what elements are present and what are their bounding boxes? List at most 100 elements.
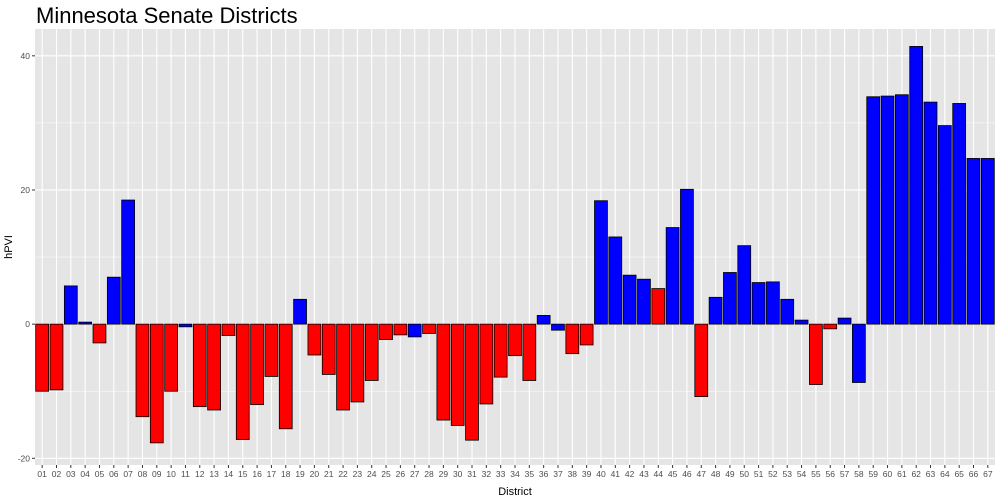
x-tick-label: 64 [940, 469, 950, 479]
bar-district-08 [135, 323, 150, 418]
x-tick-label: 34 [510, 469, 520, 479]
bar-district-27 [407, 323, 422, 338]
bar-district-47 [694, 323, 709, 397]
bar-district-15 [235, 323, 250, 440]
bar-district-66 [966, 158, 981, 325]
x-tick-label: 47 [697, 469, 707, 479]
bar-district-60 [880, 95, 895, 325]
bar-district-67 [980, 158, 995, 325]
y-tick-label: 40 [21, 51, 31, 61]
x-tick-label: 37 [553, 469, 563, 479]
x-tick-label: 65 [954, 469, 964, 479]
bar-district-04 [78, 321, 92, 325]
x-tick-label: 43 [639, 469, 649, 479]
bar-district-59 [866, 96, 881, 325]
bar-district-13 [207, 323, 221, 411]
bar-district-17 [264, 323, 279, 377]
x-tick-label: 16 [252, 469, 262, 479]
bar-district-34 [508, 323, 522, 357]
bar-district-63 [923, 101, 938, 325]
x-tick-label: 01 [37, 469, 47, 479]
bar-district-38 [565, 323, 580, 355]
x-tick-label: 09 [152, 469, 162, 479]
x-tick-label: 24 [367, 469, 377, 479]
x-tick-label: 13 [209, 469, 219, 479]
bar-district-55 [809, 323, 823, 385]
x-tick-label: 29 [439, 469, 449, 479]
bar-district-18 [278, 323, 293, 430]
bar-district-62 [909, 46, 924, 325]
bar-district-53 [780, 298, 795, 325]
bar-district-58 [852, 323, 866, 383]
x-tick-label: 58 [854, 469, 864, 479]
y-tick-label: -20 [18, 453, 31, 463]
y-tick-label: 20 [21, 185, 31, 195]
x-tick-label: 18 [281, 469, 291, 479]
x-tick-label: 17 [267, 469, 277, 479]
x-tick-label: 36 [539, 469, 549, 479]
x-tick-label: 07 [123, 469, 133, 479]
bar-district-40 [594, 200, 608, 325]
bar-district-29 [436, 323, 451, 421]
bar-district-51 [751, 282, 766, 325]
bar-district-05 [92, 323, 107, 344]
bar-district-26 [393, 323, 408, 336]
x-tick-label: 52 [768, 469, 778, 479]
bar-district-01 [35, 323, 50, 392]
x-tick-label: 40 [596, 469, 606, 479]
bar-district-54 [794, 319, 809, 325]
bar-district-45 [665, 227, 680, 325]
x-tick-label: 20 [310, 469, 320, 479]
x-tick-label: 45 [668, 469, 678, 479]
bar-district-21 [321, 323, 336, 375]
x-tick-label: 60 [883, 469, 893, 479]
x-tick-label: 03 [66, 469, 76, 479]
x-tick-label: 10 [166, 469, 176, 479]
x-tick-label: 61 [897, 469, 907, 479]
bar-district-33 [493, 323, 508, 378]
x-tick-label: 23 [353, 469, 363, 479]
x-tick-label: 11 [181, 469, 190, 479]
x-tick-label: 21 [324, 469, 334, 479]
x-tick-label: 14 [224, 469, 234, 479]
bar-district-39 [579, 323, 594, 346]
x-tick-label: 41 [611, 469, 621, 479]
bar-district-49 [723, 272, 737, 325]
x-tick-label: 30 [453, 469, 463, 479]
x-tick-label: 28 [424, 469, 434, 479]
x-tick-label: 51 [754, 469, 764, 479]
bar-district-65 [952, 103, 967, 325]
chart-title: Minnesota Senate Districts [36, 3, 298, 28]
x-tick-label: 12 [195, 469, 205, 479]
y-axis-label: hPVI [3, 235, 15, 259]
bar-district-22 [336, 323, 350, 411]
bar-district-57 [837, 317, 852, 325]
bar-district-03 [63, 285, 78, 325]
bar-district-64 [938, 125, 952, 325]
x-tick-label: 57 [840, 469, 850, 479]
x-tick-label: 67 [983, 469, 993, 479]
x-tick-label: 27 [410, 469, 420, 479]
bar-district-48 [708, 296, 723, 325]
x-tick-label: 49 [725, 469, 735, 479]
bar-district-56 [823, 323, 838, 330]
x-tick-label: 62 [911, 469, 921, 479]
bar-district-10 [164, 323, 178, 392]
x-tick-label: 66 [969, 469, 979, 479]
bar-district-37 [551, 323, 565, 331]
bar-district-42 [622, 274, 637, 325]
bar-district-19 [293, 298, 307, 325]
bar-district-41 [608, 236, 623, 325]
x-tick-label: 46 [682, 469, 692, 479]
bar-district-30 [450, 323, 465, 426]
bar-district-16 [250, 323, 264, 406]
x-tick-label: 56 [825, 469, 835, 479]
x-tick-label: 35 [525, 469, 535, 479]
x-tick-label: 54 [797, 469, 807, 479]
bar-district-06 [106, 276, 121, 325]
x-tick-label: 63 [926, 469, 936, 479]
x-tick-label: 31 [467, 469, 477, 479]
bar-district-02 [49, 323, 64, 391]
bar-district-11 [178, 323, 193, 328]
